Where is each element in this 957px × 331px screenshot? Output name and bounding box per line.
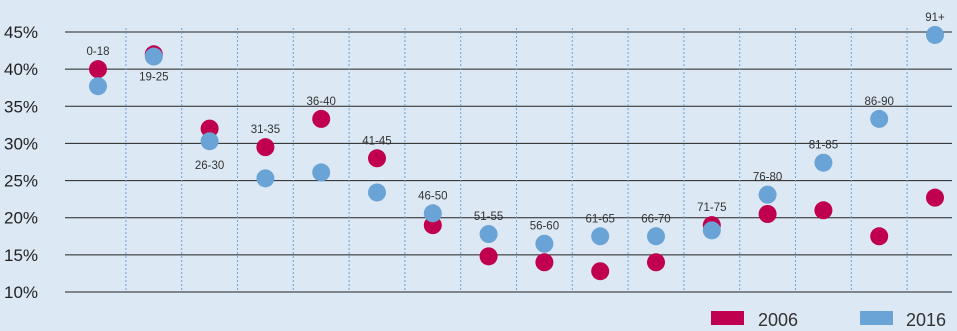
point-2016-61-65 (591, 227, 610, 246)
y-tick-label: 10% (4, 283, 38, 302)
point-2016-76-80 (758, 185, 777, 204)
category-label-76-80: 76-80 (753, 172, 782, 184)
category-label-71-75: 71-75 (697, 202, 726, 214)
point-2006-66-70 (647, 253, 665, 272)
category-label-56-60: 56-60 (530, 221, 559, 233)
point-2006-36-40 (312, 109, 331, 128)
category-label-36-40: 36-40 (306, 96, 335, 108)
point-2006-61-65 (591, 262, 610, 281)
point-2006-51-55 (479, 247, 498, 266)
category-label-66-70: 66-70 (641, 213, 670, 225)
legend: 2006 2016 (711, 310, 946, 330)
category-label-0-18: 0-18 (86, 46, 109, 58)
point-2016-41-45 (368, 183, 386, 202)
point-2016-51-55 (479, 225, 498, 244)
point-2006-91 (926, 188, 944, 207)
category-label-41-45: 41-45 (362, 135, 391, 147)
legend-label-2006: 2006 (758, 310, 798, 330)
point-2006-31-35 (256, 138, 275, 157)
point-2006-26-30 (200, 119, 219, 138)
category-label-51-55: 51-55 (474, 211, 503, 223)
category-label-81-85: 81-85 (809, 140, 838, 152)
point-2016-86-90 (870, 109, 889, 128)
y-axis-ticks: 10% 15% 20% 25% 30% 35% 40% 45% (4, 23, 38, 302)
category-label-91: 91+ (925, 12, 945, 24)
category-label-86-90: 86-90 (864, 96, 893, 108)
y-tick-label: 20% (4, 209, 38, 228)
legend-label-2016: 2016 (906, 310, 946, 330)
point-2016-46-50 (423, 204, 442, 223)
category-label-19-25: 19-25 (139, 72, 168, 84)
category-label-61-65: 61-65 (585, 213, 614, 225)
point-2016-19-25 (144, 47, 163, 66)
point-2016-66-70 (647, 227, 665, 246)
point-2016-91 (926, 25, 944, 44)
grid (65, 28, 952, 293)
point-2006-86-90 (870, 227, 889, 246)
point-2016-36-40 (312, 163, 331, 182)
y-tick-label: 25% (4, 172, 38, 191)
legend-swatch-2006 (711, 311, 744, 325)
y-tick-label: 35% (4, 97, 38, 116)
point-2006-81-85 (814, 201, 833, 220)
point-2006-76-80 (758, 205, 777, 223)
y-tick-label: 30% (4, 134, 38, 153)
y-tick-label: 15% (4, 246, 38, 265)
point-2006-41-45 (368, 149, 386, 168)
point-2006-0-18 (89, 60, 107, 79)
category-label-31-35: 31-35 (251, 124, 280, 136)
point-2006-56-60 (535, 253, 554, 272)
point-2016-81-85 (814, 153, 833, 172)
category-labels: 0-18 19-25 26-30 31-35 36-40 41-45 46-50 51-55 5… (86, 12, 945, 233)
point-2016-71-75 (702, 221, 721, 240)
point-2016-26-30 (200, 132, 219, 151)
y-tick-label: 45% (4, 23, 38, 42)
point-2016-56-60 (535, 234, 554, 253)
category-label-26-30: 26-30 (195, 160, 224, 172)
legend-swatch-2016 (860, 311, 893, 325)
category-label-46-50: 46-50 (418, 190, 447, 202)
point-2016-31-35 (256, 169, 275, 188)
point-2016-0-18 (89, 77, 107, 96)
y-tick-label: 40% (4, 60, 38, 79)
data-points (89, 25, 944, 281)
